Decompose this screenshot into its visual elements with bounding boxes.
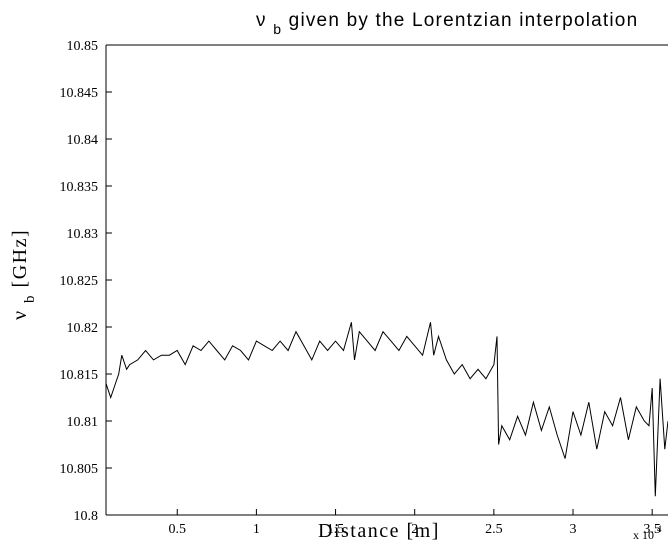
x-tick-label: 1.5 bbox=[327, 522, 345, 537]
y-axis-label-subscript: b bbox=[22, 294, 38, 303]
y-tick-label: 10.84 bbox=[67, 133, 99, 148]
y-axis-ticks: 10.8 10.805 10.81 10.815 10.82 10.825 10.83 10.… bbox=[60, 39, 112, 524]
x-axis-ticks: 0.5 1 1.5 2 2.5 3 3.5 bbox=[168, 509, 661, 537]
x-axis-multiplier-base: x 10 bbox=[633, 528, 654, 542]
chart-title: ν b given by the Lorentzian interpolatio… bbox=[256, 10, 638, 39]
chart-title-rest: given by the Lorentzian interpolation bbox=[289, 10, 639, 31]
x-axis-label: Distance [m] bbox=[318, 520, 440, 542]
x-tick-label: 3 bbox=[570, 522, 577, 537]
x-tick-label: 1 bbox=[253, 522, 260, 537]
x-tick-label: 2.5 bbox=[485, 522, 503, 537]
y-tick-label: 10.845 bbox=[60, 86, 99, 101]
y-tick-label: 10.835 bbox=[60, 180, 99, 195]
x-tick-label: 3.5 bbox=[643, 522, 661, 537]
y-tick-label: 10.805 bbox=[60, 462, 99, 477]
series-line bbox=[105, 322, 668, 497]
y-tick-label: 10.825 bbox=[60, 274, 99, 289]
y-tick-label: 10.83 bbox=[67, 227, 99, 242]
chart-title-nu: ν bbox=[256, 10, 267, 31]
chart-title-subscript: b bbox=[273, 21, 282, 37]
y-tick-label: 10.8 bbox=[74, 509, 99, 524]
x-axis-multiplier-exponent: 4 bbox=[657, 524, 662, 534]
y-axis-label-rest: [GHz] bbox=[9, 229, 31, 288]
y-axis-label: ν b [GHz] bbox=[9, 229, 39, 320]
x-tick-label: 2 bbox=[411, 522, 418, 537]
y-tick-label: 10.815 bbox=[60, 368, 99, 383]
y-axis-label-nu: ν bbox=[9, 309, 31, 320]
y-tick-label: 10.85 bbox=[67, 39, 99, 54]
y-tick-label: 10.81 bbox=[67, 415, 99, 430]
x-axis-multiplier: x 10 4 bbox=[633, 524, 662, 542]
x-tick-label: 0.5 bbox=[168, 522, 186, 537]
y-tick-label: 10.82 bbox=[67, 321, 99, 336]
